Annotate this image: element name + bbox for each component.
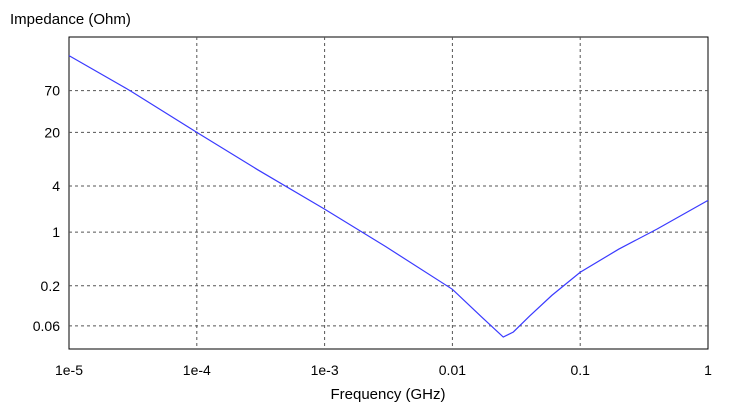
x-tick-label: 0.1	[570, 362, 590, 378]
y-tick-label: 0.2	[41, 278, 61, 294]
x-tick-label: 1	[704, 362, 712, 378]
x-axis-title: Frequency (GHz)	[330, 386, 445, 403]
x-tick-label: 0.01	[439, 362, 466, 378]
impedance-series-line	[68, 55, 709, 338]
x-axis-ticks: 1e-5 1e-4 1e-3 0.01 0.1 1	[55, 362, 712, 378]
x-tick-label: 1e-4	[183, 362, 211, 378]
y-axis-title: Impedance (Ohm)	[10, 11, 131, 28]
x-tick-label: 1e-5	[55, 362, 83, 378]
plot-area	[68, 36, 709, 350]
grid-lines	[69, 37, 708, 349]
y-axis-ticks: 0.06 0.2 1 4 20 70	[33, 83, 60, 334]
y-tick-label: 20	[44, 124, 60, 140]
y-tick-label: 70	[44, 83, 60, 99]
x-tick-label: 1e-3	[311, 362, 339, 378]
y-tick-label: 0.06	[33, 318, 60, 334]
y-tick-label: 4	[52, 178, 60, 194]
y-tick-label: 1	[52, 224, 60, 240]
